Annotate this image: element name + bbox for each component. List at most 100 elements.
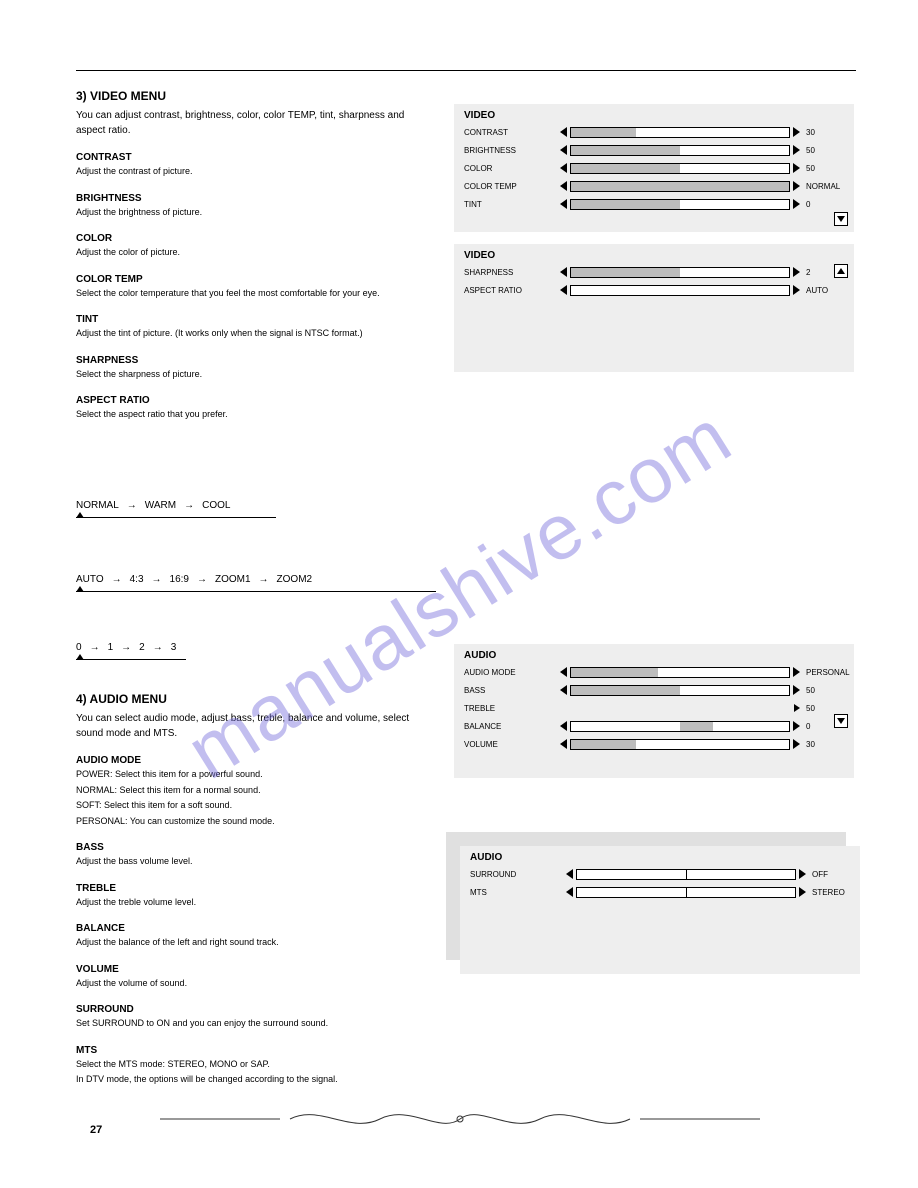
- right-arrow-icon[interactable]: [793, 181, 800, 191]
- right-arrow-icon[interactable]: [799, 887, 806, 897]
- arrow-icon: →: [259, 574, 269, 585]
- slider-track[interactable]: [570, 285, 790, 296]
- left-arrow-icon[interactable]: [566, 887, 573, 897]
- audio-panel-2: AUDIO SURROUNDOFFMTSSTEREO: [460, 846, 860, 974]
- row-value: NORMAL: [800, 182, 844, 191]
- flow-0: 0: [76, 642, 82, 653]
- right-arrow-icon[interactable]: [799, 869, 806, 879]
- volume-desc: Adjust the volume of sound.: [76, 977, 436, 991]
- slider-track[interactable]: [570, 199, 790, 210]
- bass-desc: Adjust the bass volume level.: [76, 855, 436, 869]
- right-arrow-icon[interactable]: [793, 667, 800, 677]
- scroll-down-button[interactable]: [834, 714, 848, 728]
- right-arrow-icon[interactable]: [793, 285, 800, 295]
- volume-label: VOLUME: [76, 964, 436, 975]
- left-arrow-icon[interactable]: [560, 181, 567, 191]
- left-arrow-icon[interactable]: [560, 145, 567, 155]
- page-number: 27: [90, 1124, 102, 1136]
- right-arrow-icon[interactable]: [793, 685, 800, 695]
- right-arrow-icon[interactable]: [793, 145, 800, 155]
- slider-track[interactable]: [576, 869, 796, 880]
- right-arrow-icon[interactable]: [793, 267, 800, 277]
- slider-row: TINT0: [454, 195, 854, 213]
- scroll-up-button[interactable]: [834, 264, 848, 278]
- flow-cool: COOL: [202, 500, 230, 511]
- audio-menu-title: 4) AUDIO MENU: [76, 692, 436, 706]
- slider-row: SHARPNESS2: [454, 263, 854, 281]
- slider-row: AUDIO MODEPERSONAL: [454, 663, 854, 681]
- colortemp-label: COLOR TEMP: [76, 274, 436, 285]
- colortemp-desc: Select the color temperature that you fe…: [76, 287, 436, 301]
- video-panel-1: VIDEO CONTRAST30BRIGHTNESS50COLOR50COLOR…: [454, 104, 854, 232]
- row-label: ASPECT RATIO: [464, 286, 560, 295]
- left-arrow-icon[interactable]: [560, 285, 567, 295]
- row-value: 30: [800, 128, 844, 137]
- left-arrow-icon[interactable]: [560, 685, 567, 695]
- left-arrow-icon[interactable]: [560, 199, 567, 209]
- flow-warm: WARM: [145, 500, 176, 511]
- left-arrow-icon[interactable]: [560, 267, 567, 277]
- video-menu-title: 3) VIDEO MENU: [76, 89, 436, 103]
- row-label: SURROUND: [470, 870, 566, 879]
- arrow-icon: →: [184, 500, 194, 511]
- slider-track[interactable]: [576, 887, 796, 898]
- row-value: 50: [800, 164, 844, 173]
- right-arrow-icon[interactable]: [793, 127, 800, 137]
- row-value: 30: [800, 740, 844, 749]
- color-label: COLOR: [76, 233, 436, 244]
- slider-row: BALANCE0: [454, 717, 854, 735]
- treble-label: TREBLE: [76, 883, 436, 894]
- slider-track[interactable]: [570, 181, 790, 192]
- slider-track[interactable]: [570, 145, 790, 156]
- audiomode-desc-1: NORMAL: Select this item for a normal so…: [76, 784, 436, 798]
- flow-auto: AUTO: [76, 574, 104, 585]
- scroll-down-button[interactable]: [834, 212, 848, 226]
- panel-title: VIDEO: [454, 244, 854, 263]
- row-label: TINT: [464, 200, 560, 209]
- slider-track[interactable]: [570, 163, 790, 174]
- slider-track[interactable]: [570, 667, 790, 678]
- contrast-desc: Adjust the contrast of picture.: [76, 165, 436, 179]
- slider-row: VOLUME30: [454, 735, 854, 753]
- left-arrow-icon[interactable]: [560, 667, 567, 677]
- right-arrow-icon[interactable]: [793, 163, 800, 173]
- right-arrow-icon[interactable]: [793, 199, 800, 209]
- slider-row: BASS50: [454, 681, 854, 699]
- flow-3: 3: [171, 642, 177, 653]
- slider-track[interactable]: [570, 685, 790, 696]
- treble-desc: Adjust the treble volume level.: [76, 896, 436, 910]
- arrow-icon: →: [152, 574, 162, 585]
- tint-label: TINT: [76, 314, 436, 325]
- balance-desc: Adjust the balance of the left and right…: [76, 936, 436, 950]
- left-arrow-icon[interactable]: [566, 869, 573, 879]
- sharpness-label: SHARPNESS: [76, 355, 436, 366]
- slider-track[interactable]: [570, 127, 790, 138]
- slider-row: CONTRAST30: [454, 123, 854, 141]
- left-arrow-icon[interactable]: [560, 163, 567, 173]
- slider-track[interactable]: [570, 721, 790, 732]
- balance-label: BALANCE: [76, 923, 436, 934]
- row-value: 50: [800, 704, 844, 713]
- row-label: AUDIO MODE: [464, 668, 560, 677]
- left-arrow-icon[interactable]: [560, 739, 567, 749]
- slider-track[interactable]: [570, 267, 790, 278]
- right-arrow-icon[interactable]: [793, 721, 800, 731]
- mts-desc-1: In DTV mode, the options will be changed…: [76, 1073, 436, 1087]
- audiomode-desc-3: PERSONAL: You can customize the sound mo…: [76, 815, 436, 829]
- arrow-icon: →: [127, 500, 137, 511]
- right-arrow-icon[interactable]: [793, 739, 800, 749]
- panel-title: VIDEO: [454, 104, 854, 123]
- header-rule: [76, 70, 856, 71]
- arrow-icon: →: [112, 574, 122, 585]
- ornament-divider: [160, 1104, 760, 1134]
- audiomode-desc-0: POWER: Select this item for a powerful s…: [76, 768, 436, 782]
- left-arrow-icon[interactable]: [560, 127, 567, 137]
- flow-zoom2: ZOOM2: [277, 574, 313, 585]
- sharpness-flow: 0 → 1 → 2 → 3: [76, 642, 186, 653]
- flow-zoom1: ZOOM1: [215, 574, 251, 585]
- row-label: BASS: [464, 686, 560, 695]
- slider-track[interactable]: [570, 739, 790, 750]
- left-arrow-icon[interactable]: [560, 721, 567, 731]
- surround-label: SURROUND: [76, 1004, 436, 1015]
- row-label: COLOR TEMP: [464, 182, 560, 191]
